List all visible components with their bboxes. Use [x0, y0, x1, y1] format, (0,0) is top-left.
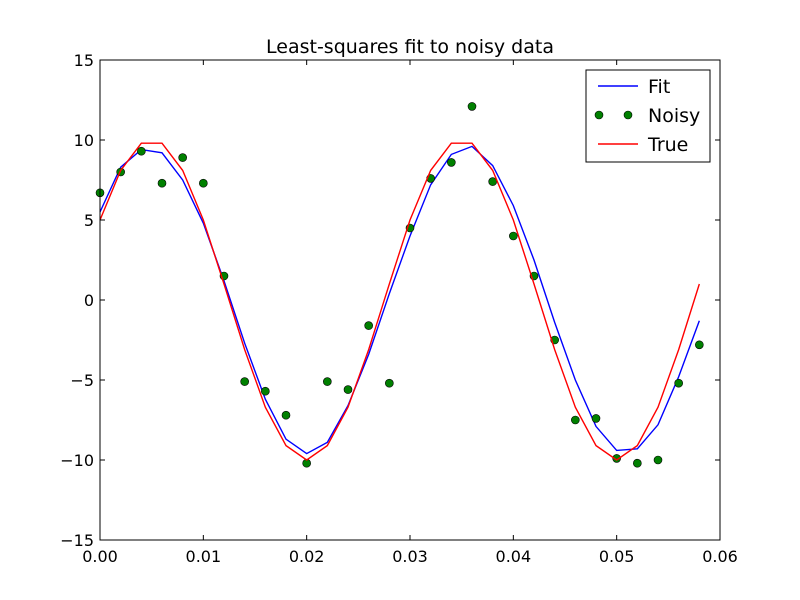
chart-title: Least-squares fit to noisy data [266, 36, 554, 58]
series-point-noisy [240, 377, 249, 386]
series-point-noisy [447, 158, 456, 167]
series-point-noisy [343, 385, 353, 394]
series-line-true [99, 142, 700, 461]
series-point-noisy [261, 386, 270, 396]
y-tick-label: −5 [70, 371, 94, 390]
x-tick-label: 0.02 [289, 547, 325, 566]
x-tick-label: 0.05 [599, 547, 635, 566]
series-point-noisy [199, 178, 208, 188]
series-point-noisy [467, 102, 477, 111]
x-tick-label: 0.00 [82, 547, 118, 566]
series-point-noisy [633, 458, 642, 468]
x-tick-label: 0.06 [702, 547, 738, 566]
x-tick-label: 0.03 [392, 547, 428, 566]
series-point-noisy [137, 146, 146, 156]
series-point-noisy [509, 231, 518, 241]
legend-label-true: True [647, 134, 688, 156]
series-point-noisy [157, 178, 167, 188]
y-tick-label: −15 [60, 531, 94, 550]
series-point-noisy [612, 454, 621, 463]
series-point-noisy [653, 455, 663, 465]
plot-area [95, 102, 704, 468]
series-point-noisy [178, 153, 187, 162]
axis-ticks: 0.00 0.01 0.02 0.03 0.04 0.05 0.06 −15 −10 −5 0 5 10… [60, 51, 738, 566]
series-point-noisy [591, 414, 601, 423]
y-tick-label: 0 [84, 291, 94, 310]
y-tick-label: −10 [60, 451, 94, 470]
y-tick-label: 5 [84, 211, 94, 230]
series-point-noisy [385, 378, 394, 388]
x-tick-label: 0.01 [186, 547, 222, 566]
x-tick-label: 0.04 [496, 547, 532, 566]
legend-swatch-noisy [623, 110, 633, 120]
series-point-noisy [571, 415, 580, 425]
series-point-noisy [695, 340, 704, 350]
series-point-noisy [674, 378, 683, 388]
y-tick-label: 10 [74, 131, 94, 150]
legend: Fit Noisy True [585, 69, 711, 163]
series-point-noisy [281, 410, 291, 420]
legend-label-fit: Fit [648, 76, 670, 98]
series-point-noisy [364, 321, 373, 330]
series-line-fit [99, 145, 700, 455]
y-tick-label: 15 [74, 51, 94, 70]
legend-swatch-noisy [594, 110, 604, 120]
legend-label-noisy: Noisy [648, 105, 700, 127]
series-point-noisy [323, 377, 332, 386]
